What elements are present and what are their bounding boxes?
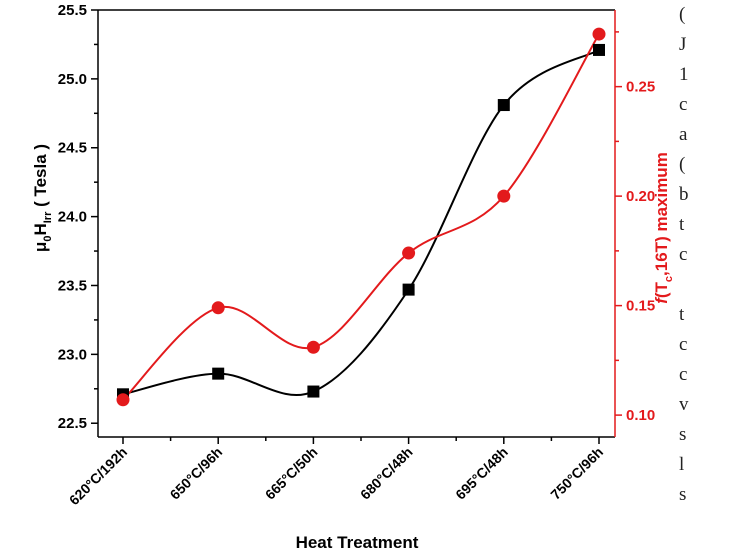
square-marker [402, 283, 415, 296]
side-text-line: s [679, 484, 687, 505]
fit-curve-series-1 [122, 49, 600, 397]
side-text-line: c [679, 364, 688, 385]
data-markers [116, 27, 606, 407]
x-tick-label: 650°C/96h [167, 444, 226, 503]
side-text-line: J [679, 34, 687, 55]
right-tick-label: 0.20 [626, 188, 655, 205]
right-tick-label: 0.10 [626, 407, 655, 424]
chart: 22.5 23.0 23.5 24.0 24.5 25.0 25.5 0.10 0.15 0.20… [31, 2, 675, 552]
x-tick-label: 680°C/48h [357, 444, 416, 503]
side-text-line: t [679, 304, 685, 325]
left-tick-label: 22.5 [58, 415, 87, 432]
side-text-line: c [679, 94, 688, 115]
right-axis-title: f(Tc,16T) maximum [652, 152, 675, 304]
left-tick-label: 25.0 [58, 71, 87, 88]
left-tick-label: 24.0 [58, 209, 87, 226]
x-tick-label: 620°C/192h [66, 444, 130, 508]
x-axis-title: Heat Treatment [296, 533, 419, 552]
side-text-line: 1 [679, 64, 689, 85]
side-text-line: b [679, 184, 689, 205]
plot-frame [97, 9, 616, 438]
left-tick-label: 23.5 [58, 277, 87, 294]
side-text-line: ( [679, 154, 686, 175]
side-text-line: l [679, 454, 685, 475]
left-tick-label: 25.5 [58, 2, 87, 19]
left-tick-label: 24.5 [58, 140, 87, 157]
circle-marker [402, 246, 416, 260]
x-tick-label: 695°C/48h [452, 444, 511, 503]
circle-marker [306, 340, 320, 354]
right-tick-label: 0.25 [626, 79, 655, 96]
side-text-line [679, 270, 741, 300]
circle-marker [497, 189, 511, 203]
fit-curve-series-2 [122, 33, 600, 401]
circle-marker [592, 27, 606, 41]
x-tick-label: 665°C/50h [262, 444, 321, 503]
side-text-line: s [679, 424, 687, 445]
circle-marker [116, 393, 130, 407]
square-marker [212, 367, 225, 380]
side-text-line: ( [679, 4, 686, 25]
side-text-line: v [679, 394, 689, 415]
square-marker [593, 43, 605, 56]
tick-labels: 22.5 23.0 23.5 24.0 24.5 25.0 25.5 0.10 0.15 0.20… [58, 2, 655, 508]
x-tick-label: 750°C/96h [547, 444, 606, 503]
axis-ticks [91, 9, 622, 444]
left-axis-title: μ0HIrr ( Tesla ) [31, 144, 54, 252]
square-marker [307, 385, 320, 398]
side-text-line: t [679, 214, 685, 235]
side-text-line: c [679, 244, 688, 265]
square-marker [497, 99, 510, 112]
side-text-line: a [679, 124, 688, 145]
circle-marker [211, 301, 225, 315]
fit-curves [122, 33, 600, 401]
side-text-line: c [679, 334, 688, 355]
left-tick-label: 23.0 [58, 346, 87, 363]
right-tick-label: 0.15 [626, 298, 655, 315]
